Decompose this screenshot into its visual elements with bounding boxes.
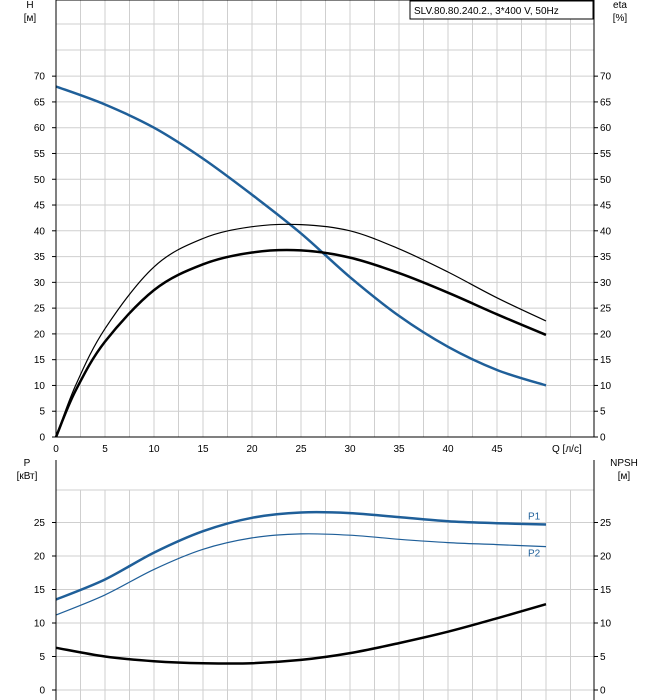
x-tick-label: 25 (295, 444, 307, 455)
bottom-series: P1 P2 (55, 510, 547, 665)
y-left-tick-label: 60 (34, 123, 46, 134)
top-series (54, 85, 547, 438)
y-left-tick-label: 25 (34, 304, 46, 315)
p-axis-unit: [кВт] (17, 471, 38, 482)
y-left-unit: [м] (24, 13, 37, 24)
p2-curve (55, 533, 547, 616)
p-tick-label: 5 (39, 652, 45, 663)
y-left-label: H (26, 0, 33, 11)
efficiency-curve-lower (54, 248, 547, 438)
y-right-tick-label: 20 (600, 329, 612, 340)
x-tick-label: 35 (393, 444, 405, 455)
y-right-tick-label: 55 (600, 149, 612, 160)
p-tick-label: 25 (34, 518, 46, 529)
npsh-axis-unit: [м] (618, 471, 631, 482)
y-right-tick-label: 40 (600, 226, 612, 237)
npsh-tick-label: 10 (600, 619, 612, 630)
title-box (409, 0, 594, 20)
x-tick-label: 15 (197, 444, 209, 455)
y-right-tick-label: 65 (600, 97, 612, 108)
x-tick-label: 10 (148, 444, 160, 455)
p-tick-label: 20 (34, 552, 46, 563)
y-right-tick-label: 5 (600, 407, 606, 418)
y-right-tick-label: 45 (600, 201, 612, 212)
npsh-tick-label: 15 (600, 585, 612, 596)
npsh-axis-label: NPSH (610, 458, 638, 469)
chart-title: SLV.80.80.240.2., 3*400 V, 50Hz (414, 6, 559, 17)
y-right-tick-label: 35 (600, 252, 612, 263)
y-left-tick-label: 5 (39, 407, 45, 418)
y-right-tick-label: 50 (600, 175, 612, 186)
y-left-tick-label: 50 (34, 175, 46, 186)
y-left-tick-label: 55 (34, 149, 46, 160)
bottom-y-ticks: 0 0 5 5 10 10 15 15 20 20 25 25 (34, 518, 612, 697)
y-left-tick-label: 0 (39, 433, 45, 444)
y-right-tick-label: 10 (600, 381, 612, 392)
x-axis-label: Q [л/с] (552, 444, 582, 455)
top-grid (56, 0, 594, 437)
power-npsh-panel: 0 0 5 5 10 10 15 15 20 20 25 25 P1 P2 P [кВт] NPSH [… (17, 458, 638, 700)
y-left-tick-label: 65 (34, 97, 46, 108)
y-left-tick-label: 70 (34, 72, 46, 83)
y-right-tick-label: 70 (600, 72, 612, 83)
x-tick-label: 5 (102, 444, 108, 455)
p-tick-label: 10 (34, 619, 46, 630)
y-right-tick-label: 60 (600, 123, 612, 134)
series-label-p2: P2 (528, 549, 541, 560)
bottom-grid (56, 489, 594, 700)
y-left-tick-label: 10 (34, 381, 46, 392)
y-left-tick-label: 45 (34, 201, 46, 212)
y-right-tick-label: 15 (600, 355, 612, 366)
p-axis-label: P (24, 458, 31, 469)
npsh-tick-label: 20 (600, 552, 612, 563)
npsh-tick-label: 25 (600, 518, 612, 529)
efficiency-curve-upper (55, 223, 547, 438)
x-tick-label: 40 (442, 444, 454, 455)
npsh-tick-label: 0 (600, 686, 606, 697)
head-curve (55, 85, 547, 387)
y-left-tick-label: 30 (34, 278, 46, 289)
top-x-ticks: 0 5 10 15 20 25 30 35 40 45 (53, 444, 503, 455)
p-tick-label: 15 (34, 585, 46, 596)
p1-curve (55, 510, 547, 601)
y-right-unit: [%] (613, 13, 628, 24)
x-tick-label: 0 (53, 444, 59, 455)
y-right-tick-label: 30 (600, 278, 612, 289)
y-right-label: eta (613, 0, 627, 11)
y-left-tick-label: 15 (34, 355, 46, 366)
npsh-tick-label: 5 (600, 652, 606, 663)
y-right-tick-label: 25 (600, 304, 612, 315)
y-right-tick-label: 0 (600, 433, 606, 444)
x-tick-label: 20 (246, 444, 258, 455)
series-label-p1: P1 (528, 512, 541, 523)
npsh-curve (55, 603, 547, 665)
x-tick-label: 45 (491, 444, 503, 455)
x-tick-label: 30 (344, 444, 356, 455)
y-left-tick-label: 40 (34, 226, 46, 237)
y-left-tick-label: 35 (34, 252, 46, 263)
y-left-tick-label: 20 (34, 329, 46, 340)
p-tick-label: 0 (39, 686, 45, 697)
top-plot-frame (55, 0, 595, 438)
